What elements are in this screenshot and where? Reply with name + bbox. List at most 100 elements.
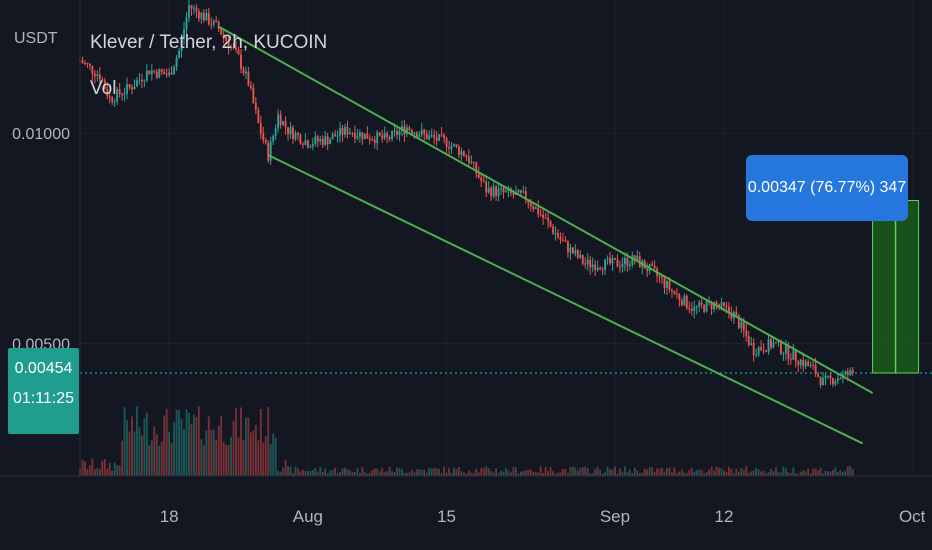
volume-bar (133, 431, 136, 476)
volume-bar (277, 470, 280, 476)
candle-body (423, 129, 426, 134)
volume-bar (812, 468, 815, 476)
volume-bar (844, 470, 847, 476)
candle-body (651, 264, 654, 266)
volume-bar (671, 471, 673, 476)
volume-label[interactable]: Vol (90, 78, 117, 99)
volume-bar (373, 468, 376, 476)
candle-body (779, 341, 782, 354)
measure-tool[interactable] (872, 200, 920, 374)
candles (79, 0, 854, 389)
volume-bar (715, 466, 718, 476)
x-tick-label: Sep (600, 507, 630, 526)
volume-bar (824, 470, 827, 476)
volume-bar (760, 471, 763, 476)
volume-bar (423, 469, 426, 476)
volume-bar (264, 436, 267, 476)
volume-bar (98, 468, 101, 476)
candle-body (128, 84, 131, 88)
volume-bar (150, 440, 153, 476)
candle-body (616, 259, 619, 267)
trendlines[interactable] (80, 25, 932, 445)
volume-bar (490, 471, 493, 476)
candle-body (693, 306, 696, 311)
volume-bar (619, 468, 621, 476)
candle-body (106, 88, 109, 97)
volume-bar (326, 473, 329, 476)
measure-label[interactable]: 0.00347 (76.77%) 347 (746, 155, 908, 221)
candle-body (688, 307, 691, 310)
candle-body (123, 93, 126, 95)
candle-body (680, 300, 683, 306)
current-price-value: 0.00454 (14, 360, 73, 377)
candle-body (197, 11, 200, 19)
candle-body (445, 138, 448, 148)
candle-body (178, 50, 180, 58)
volume-bar (557, 472, 559, 476)
volume-bar (222, 441, 225, 476)
candle-body (631, 255, 634, 265)
candle-body (589, 259, 592, 268)
volume-bar (542, 472, 545, 476)
candle-body (381, 135, 384, 139)
candle-body (564, 240, 567, 242)
volume-bar (765, 473, 767, 476)
candle-body (750, 343, 753, 345)
volume-bar (770, 468, 772, 476)
volume-bar (445, 472, 448, 476)
volume-bar (614, 466, 616, 476)
candle-body (150, 70, 153, 75)
candle-body (772, 342, 775, 348)
candle-body (301, 143, 304, 145)
volume-bar (138, 427, 141, 476)
volume-bar (188, 412, 190, 476)
candle-body (477, 173, 480, 178)
volume-bar (140, 435, 143, 476)
volume-bar (658, 468, 661, 476)
candle-body (495, 186, 498, 196)
candle-body (262, 133, 265, 141)
volume-bar (673, 467, 676, 476)
volume-bar (259, 409, 262, 476)
volume-bar (435, 468, 438, 476)
volume-bar (792, 467, 795, 476)
volume-bar (849, 466, 852, 476)
candle-body (406, 127, 408, 135)
candle-body (118, 89, 121, 95)
volume-bar (339, 472, 341, 476)
candle-body (202, 12, 205, 21)
volume-bar (453, 467, 455, 476)
candle-body (410, 129, 413, 134)
volume-bar (319, 467, 322, 476)
candle-body (386, 133, 389, 138)
candle-body (782, 353, 785, 355)
candle-body (319, 139, 322, 142)
volume-bar (510, 472, 512, 476)
volume-bar (680, 469, 683, 476)
candle-body (153, 70, 156, 72)
symbol-title[interactable]: Klever / Tether, 2h, KUCOIN (90, 32, 328, 53)
volume-bar (524, 470, 527, 476)
volume-bar (131, 416, 133, 476)
volume-bar (254, 424, 257, 476)
candle-body (807, 361, 810, 366)
candle-body (832, 378, 834, 385)
volume-bar (304, 471, 307, 476)
volume-bar (230, 436, 233, 476)
volume-bar (574, 467, 577, 476)
volume-bar (309, 470, 312, 476)
volume-bar (284, 459, 287, 476)
volume-bar (653, 471, 656, 476)
candle-body (126, 84, 128, 94)
trendline-upper[interactable] (218, 25, 874, 394)
volume-bar (685, 473, 688, 476)
candle-body (131, 87, 133, 90)
volume-bar (529, 469, 532, 476)
volume-bar (663, 471, 666, 476)
candle-body (282, 121, 285, 126)
volume-bar (802, 470, 805, 476)
candle-body (259, 122, 262, 134)
trendline-lower[interactable] (267, 154, 864, 445)
candle-body (725, 305, 728, 308)
